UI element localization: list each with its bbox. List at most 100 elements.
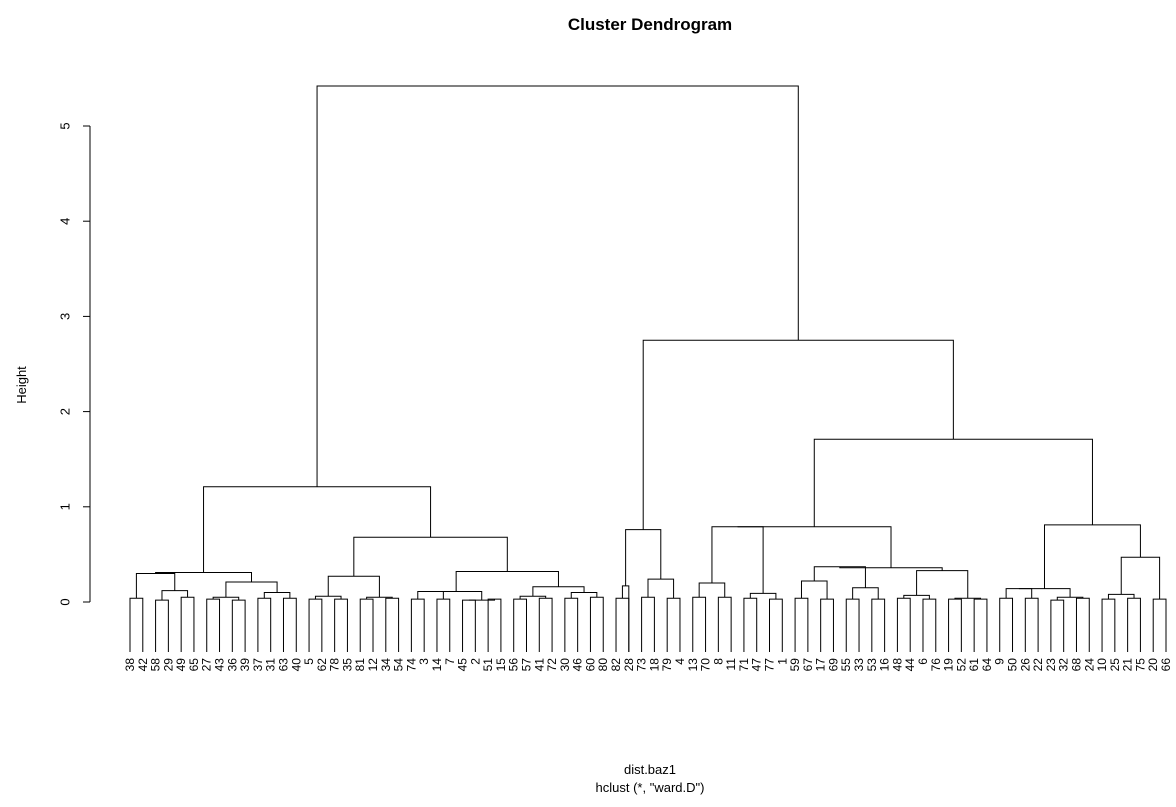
leaf-label: 13 [686,658,700,672]
leaf-label: 64 [980,658,994,672]
leaf-label: 78 [328,658,342,672]
dendrogram-link [1152,598,1167,652]
dendrogram-link [225,581,278,598]
leaf-label: 21 [1121,658,1135,672]
dendrogram-link [430,591,483,601]
dendrogram-link [180,596,195,652]
leaf-label: 55 [839,658,853,672]
dendrogram-link [794,597,809,652]
leaf-label: 50 [1006,658,1020,672]
leaf-label: 25 [1108,658,1122,672]
leaf-label: 26 [1018,658,1032,672]
dendrogram-link [813,566,866,588]
dendrogram-link [647,578,675,599]
leaf-label: 36 [225,658,239,672]
dendrogram-link [1024,597,1039,652]
leaf-label: 49 [174,658,188,672]
leaf-label: 59 [788,658,802,672]
leaf-label: 6 [916,658,930,665]
dendrogram-link [135,572,176,599]
dendrogram-link [922,598,937,652]
dendrogram-link [282,597,297,652]
leaf-label: 38 [123,658,137,672]
leaf-label: 57 [519,658,533,672]
leaf-label: 77 [763,658,777,672]
leaf-label: 58 [149,658,163,672]
leaf-label: 71 [737,658,751,672]
leaf-label: 24 [1082,658,1096,672]
leaf-label: 39 [238,658,252,672]
dendrogram-link [327,575,380,598]
leaf-label: 2 [468,658,482,665]
leaf-label: 60 [583,658,597,672]
dendrogram-link [487,598,502,652]
dendrogram-link [308,598,323,652]
leaf-label: 22 [1031,658,1045,672]
leaf-label: 28 [622,658,636,672]
leaf-label: 70 [699,658,713,672]
leaf-label: 14 [430,658,444,672]
dendrogram-link [462,599,476,652]
leaf-label: 18 [647,658,661,672]
leaf-label: 76 [929,658,943,672]
dendrogram-link [1120,556,1161,600]
leaf-label: 12 [366,658,380,672]
dendrogram-link [206,598,221,652]
dendrogram-link [717,596,732,652]
leaf-label: 54 [392,658,406,672]
leaf-label: 56 [507,658,521,672]
dendrogram-link [436,598,451,652]
dendrogram-link [692,596,707,652]
dendrogram-link [359,598,374,652]
dendrogram-link [564,597,579,652]
leaf-label: 74 [404,658,418,672]
dendrogram-link [231,599,246,652]
leaf-label: 34 [379,658,393,672]
leaf-label: 19 [942,658,956,672]
y-axis-label: Height [14,366,29,404]
dendrogram-link [410,598,425,652]
dendrogram-link [129,597,144,652]
leaf-label: 68 [1069,658,1083,672]
dendrogram-link [903,594,930,600]
leaf-label: 47 [750,658,764,672]
leaf-label: 15 [494,658,508,672]
leaf-label: 10 [1095,658,1109,672]
dendrogram-link [538,597,553,652]
leaf-label: 46 [571,658,585,672]
leaf-label: 37 [251,658,265,672]
leaf-label: 31 [264,658,278,672]
leaf-label: 29 [161,658,175,672]
dendrogram-link [625,529,662,586]
leaf-label: 45 [456,658,470,672]
leaf-label: 81 [353,658,367,672]
dendrogram-link [743,597,758,652]
dendrogram-link [948,598,962,652]
dendrogram-link [570,591,598,599]
dendrogram-link [417,591,444,600]
dendrogram-link [455,571,559,592]
dendrogram-link [896,597,911,652]
dendrogram-link [999,597,1014,652]
dendrogram-link [839,566,943,571]
leaf-label: 72 [545,658,559,672]
dendrogram-link [1050,599,1065,652]
dendrogram-link [519,595,547,600]
leaf-label: 27 [200,658,214,672]
leaf-label: 35 [340,658,354,672]
leaf-label: 67 [801,658,815,672]
dendrogram-link [711,526,764,594]
method-subtitle: hclust (*, "ward.D") [596,780,705,795]
dendrogram-link [973,598,988,652]
dendrogram-link [641,596,655,652]
dendrogram-link [642,339,954,530]
leaf-label: 43 [213,658,227,672]
dendrogram-link [813,438,1093,527]
leaf-label: 61 [967,658,981,672]
leaf-label: 32 [1057,658,1071,672]
leaf-label: 30 [558,658,572,672]
leaf-label: 62 [315,658,329,672]
leaf-label: 9 [993,658,1007,665]
leaf-label: 8 [711,658,725,665]
